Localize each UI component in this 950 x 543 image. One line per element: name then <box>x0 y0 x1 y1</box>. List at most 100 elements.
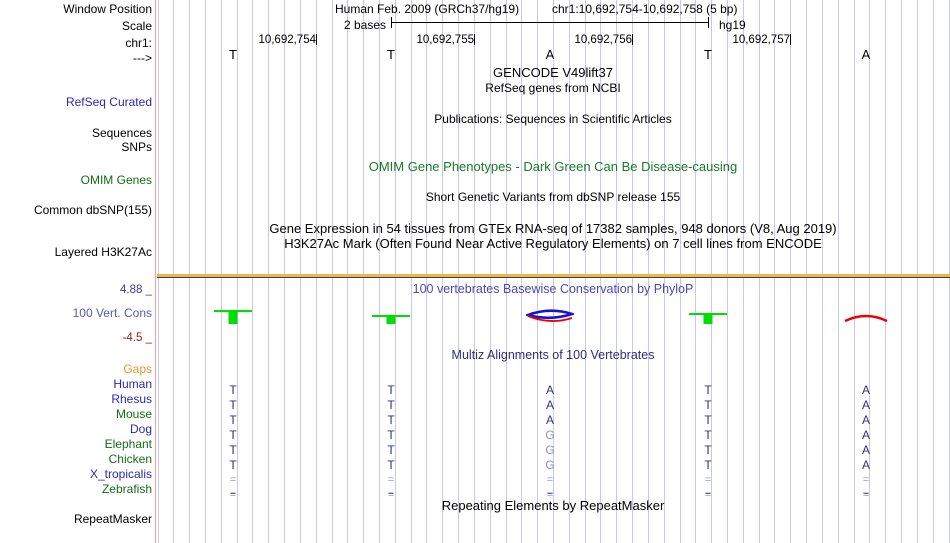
ruler-coordinate-label: 10,692,756 <box>574 34 632 46</box>
alignment-base-chicken: T <box>704 458 712 472</box>
ruler-coordinate-label: 10,692,755 <box>416 34 474 46</box>
conservation-bar <box>372 315 410 324</box>
reference-base-letter: T <box>387 47 395 62</box>
track-separator-teal <box>157 277 950 278</box>
ruler-coordinate-label: 10,692,757 <box>732 34 790 46</box>
ruler-tick <box>316 34 317 45</box>
alignment-base-human: T <box>387 383 395 397</box>
alignment-base-rhesus: T <box>387 398 395 412</box>
track-label-elephant[interactable]: Elephant <box>104 437 152 451</box>
track-label-100-vert-cons[interactable]: 100 Vert. Cons <box>72 306 152 320</box>
alignment-base-human: A <box>545 383 555 397</box>
ruler-coordinate-label: 10,692,754 <box>258 34 316 46</box>
scale-text: 2 bases <box>344 18 387 32</box>
ruler-tick <box>632 34 633 45</box>
alignment-base-dog: T <box>387 428 395 442</box>
alignment-base-dog: A <box>861 428 871 442</box>
label-strand: ---> <box>133 51 152 65</box>
db-label: hg19 <box>719 18 746 32</box>
alignment-base-human: A <box>861 383 871 397</box>
track-label-layered-h3k27ac[interactable]: Layered H3K27Ac <box>54 245 152 259</box>
conservation-bar-cap <box>372 315 410 317</box>
alignment-base-chicken: T <box>229 458 237 472</box>
axis-min-label: -4.5 _ <box>122 332 152 344</box>
label-scale: Scale <box>121 19 152 33</box>
conservation-bar-stem <box>703 315 713 324</box>
alignment-base-elephant: T <box>229 443 237 457</box>
track-label-mouse[interactable]: Mouse <box>115 407 152 421</box>
track-label-repeatmasker[interactable]: RepeatMasker <box>73 512 152 526</box>
axis-max-label: 4.88 _ <box>120 284 152 296</box>
conservation-bar-stem <box>228 312 238 324</box>
track-description-7[interactable]: 100 vertebrates Basewise Conservation by… <box>412 282 694 296</box>
track-label-omim-genes[interactable]: OMIM Genes <box>80 173 152 187</box>
track-label-chicken[interactable]: Chicken <box>108 452 152 466</box>
alignment-base-mouse: T <box>704 413 712 427</box>
track-label-sequences[interactable]: Sequences <box>91 126 152 140</box>
scale-bar-left-cap <box>391 17 392 28</box>
track-description-1[interactable]: RefSeq genes from NCBI <box>485 81 621 95</box>
label-chrom: chr1: <box>125 36 152 50</box>
alignment-base-chicken: T <box>387 458 395 472</box>
alignment-base-elephant: T <box>704 443 712 457</box>
alignment-base-dog: T <box>704 428 712 442</box>
alignment-base-mouse: T <box>229 413 237 427</box>
repeatmasker-tick <box>547 493 553 494</box>
alignment-base-dog: T <box>229 428 237 442</box>
alignment-base-chicken: G <box>545 458 555 472</box>
alignment-base-zebrafish: = <box>704 489 712 501</box>
ruler-tick <box>790 34 791 45</box>
conservation-bar <box>689 313 727 324</box>
track-description-0[interactable]: GENCODE V49lift37 <box>493 65 613 80</box>
alignment-base-x_tropicalis: = <box>546 474 554 486</box>
track-label-rhesus[interactable]: Rhesus <box>111 392 152 406</box>
conservation-bar <box>214 310 252 324</box>
conservation-bar-cap <box>214 310 252 312</box>
track-label-x-tropicalis[interactable]: X_tropicalis <box>89 467 152 481</box>
track-label-zebrafish[interactable]: Zebrafish <box>101 482 152 496</box>
track-label-common-dbsnp-155[interactable]: Common dbSNP(155) <box>33 203 152 217</box>
alignment-base-human: T <box>229 383 237 397</box>
track-description-3[interactable]: OMIM Gene Phenotypes - Dark Green Can Be… <box>368 159 738 174</box>
alignment-base-zebrafish: = <box>546 489 554 501</box>
scale-bar-rule <box>391 22 709 23</box>
track-label-column: Window Position Scale chr1: ---> 4.88 _ … <box>0 0 155 543</box>
conservation-bar-stem <box>386 317 396 324</box>
label-window-position: Window Position <box>63 2 152 16</box>
position-label: chr1:10,692,754-10,692,758 (5 bp) <box>552 2 738 16</box>
alignment-base-rhesus: T <box>229 398 237 412</box>
track-label-refseq-curated[interactable]: RefSeq Curated <box>65 95 152 109</box>
label-divider <box>155 0 156 543</box>
alignment-base-elephant: G <box>545 443 555 457</box>
track-label-dog[interactable]: Dog <box>129 422 152 436</box>
track-description-6[interactable]: H3K27Ac Mark (Often Found Near Active Re… <box>284 236 822 251</box>
assembly-label: Human Feb. 2009 (GRCh37/hg19) <box>335 2 520 16</box>
alignment-base-x_tropicalis: = <box>862 474 870 486</box>
track-label-human[interactable]: Human <box>113 377 152 391</box>
track-description-5[interactable]: Gene Expression in 54 tissues from GTEx … <box>269 221 837 236</box>
conservation-bar-cap <box>689 313 727 315</box>
alignment-base-rhesus: T <box>704 398 712 412</box>
alignment-base-rhesus: A <box>545 398 555 412</box>
alignment-base-human: T <box>704 383 712 397</box>
conservation-negative-arc <box>844 314 888 323</box>
track-label-snps[interactable]: SNPs <box>121 140 152 154</box>
alignment-base-rhesus: A <box>861 398 871 412</box>
track-description-8[interactable]: Multiz Alignments of 100 Vertebrates <box>451 348 655 362</box>
track-description-4[interactable]: Short Genetic Variants from dbSNP releas… <box>425 190 681 204</box>
reference-base-letter: A <box>545 47 555 62</box>
ruler-tick <box>474 34 475 45</box>
alignment-base-chicken: A <box>861 458 871 472</box>
reference-base-letter: A <box>861 47 871 62</box>
reference-base-letter: T <box>229 47 237 62</box>
repeatmasker-tick <box>230 493 236 494</box>
track-data-area: Human Feb. 2009 (GRCh37/hg19) chr1:10,69… <box>157 0 950 543</box>
alignment-base-mouse: T <box>387 413 395 427</box>
track-description-2[interactable]: Publications: Sequences in Scientific Ar… <box>434 112 672 126</box>
track-label-gaps[interactable]: Gaps <box>123 362 152 376</box>
alignment-base-x_tropicalis: = <box>229 474 237 486</box>
alignment-base-elephant: A <box>861 443 871 457</box>
alignment-base-zebrafish: = <box>229 489 237 501</box>
scale-bar <box>391 17 709 28</box>
